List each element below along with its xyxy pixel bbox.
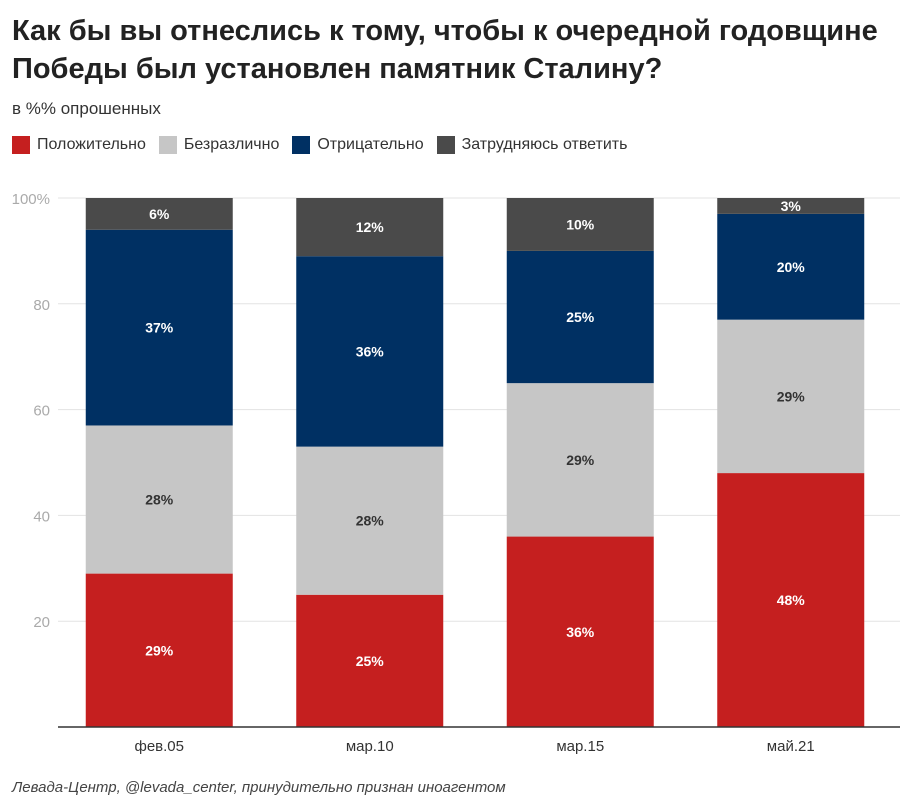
legend-label-undecided: Затрудняюсь ответить [461,136,628,153]
legend-label-indifferent: Безразлично [183,136,280,153]
data-label: 29% [566,452,595,468]
data-label: 36% [566,624,595,640]
bar-segment [717,213,865,320]
data-label: 3% [781,198,802,214]
source-footer: Левада-Центр, @levada_center, принудител… [12,779,506,796]
data-label: 12% [356,219,385,235]
data-label: 37% [145,320,174,336]
legend-item-positive: Положительно [12,136,146,154]
x-tick-label: май.21 [767,738,815,755]
bar-segment [506,250,654,384]
bar-segment [296,198,444,257]
stacked-bar-chart: 20 40 60 80 100% 29% 28% 37% 6% фев.05 25% 28% 36% 12… [12,191,900,755]
y-tick-label: 40 [33,508,50,525]
x-tick-label: мар.15 [556,738,604,755]
bar-segment [85,229,233,426]
legend: Положительно Безразлично Отрицательно За… [12,136,640,154]
data-label: 25% [356,653,385,669]
bar-segment [506,536,654,727]
chart-subtitle: в %% опрошенных [12,99,161,118]
data-label: 28% [145,492,174,508]
data-label: 29% [145,642,174,658]
chart-title: Как бы вы отнеслись к тому, чтобы к очер… [12,15,878,85]
data-label: 20% [777,259,806,275]
bar-segment [506,198,654,251]
y-tick-label: 20 [33,614,50,631]
data-label: 6% [149,206,170,222]
bar-segment [85,573,233,727]
legend-label-positive: Положительно [37,136,146,153]
data-label: 10% [566,216,595,232]
legend-item-undecided: Затрудняюсь ответить [436,136,628,154]
legend-swatch-undecided [436,136,455,154]
bar-segment [296,446,444,595]
bar-segment [85,198,233,230]
bar-segment [717,319,865,474]
data-label: 36% [356,343,385,359]
x-tick-label: фев.05 [134,738,184,755]
bar-segment [85,425,233,574]
y-tick-label: 100% [12,191,50,208]
bar-segment [296,256,444,447]
bar-segment [717,198,865,214]
legend-swatch-negative [292,136,311,154]
y-tick-label: 60 [33,403,50,420]
bar-segment [506,383,654,537]
legend-swatch-indifferent [158,136,177,154]
data-label: 28% [356,513,385,529]
data-label: 29% [777,388,806,404]
legend-swatch-positive [12,136,30,154]
legend-label-negative: Отрицательно [317,136,424,153]
bar-segment [717,473,865,727]
bar-segment [296,594,444,727]
data-label: 25% [566,309,595,325]
legend-item-indifferent: Безразлично [158,136,280,154]
data-label: 48% [777,592,806,608]
x-tick-label: мар.10 [346,738,394,755]
y-tick-label: 80 [33,297,50,314]
legend-item-negative: Отрицательно [292,136,424,154]
